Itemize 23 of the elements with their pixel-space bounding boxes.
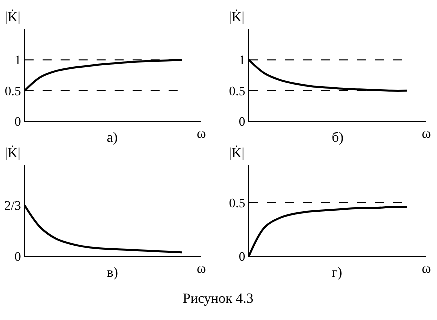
y-axis-title: |K̇| <box>229 145 245 162</box>
x-axis-title: ω <box>422 262 432 277</box>
y-tick-label: 0 <box>238 114 246 130</box>
text: б) <box>332 131 344 146</box>
y-tick-label: 0 <box>14 114 22 130</box>
y-axis-title: |K̇| <box>229 9 245 26</box>
x-axis-title: ω <box>422 127 432 142</box>
x-axis-title: ω <box>197 262 206 277</box>
y-tick-label: 1 <box>238 52 246 68</box>
y-tick-label: 0.5 <box>229 195 246 210</box>
y-tick-label: 0.5 <box>5 83 22 98</box>
y-tick-label: 2/3 <box>4 198 22 214</box>
y-axis-title: |K̇| <box>5 9 21 26</box>
text: в) <box>107 266 119 281</box>
text: а) <box>107 131 118 146</box>
y-tick-label: 1 <box>14 52 22 68</box>
x-axis-title: ω <box>197 127 206 142</box>
y-axis-title: |K̇| <box>5 145 21 162</box>
text: г) <box>332 266 343 281</box>
y-tick-label: 0.5 <box>229 83 246 98</box>
y-tick-label: 0 <box>238 249 246 264</box>
y-tick-label: 0 <box>14 249 22 264</box>
text: Рисунок 4.3 <box>183 292 254 307</box>
